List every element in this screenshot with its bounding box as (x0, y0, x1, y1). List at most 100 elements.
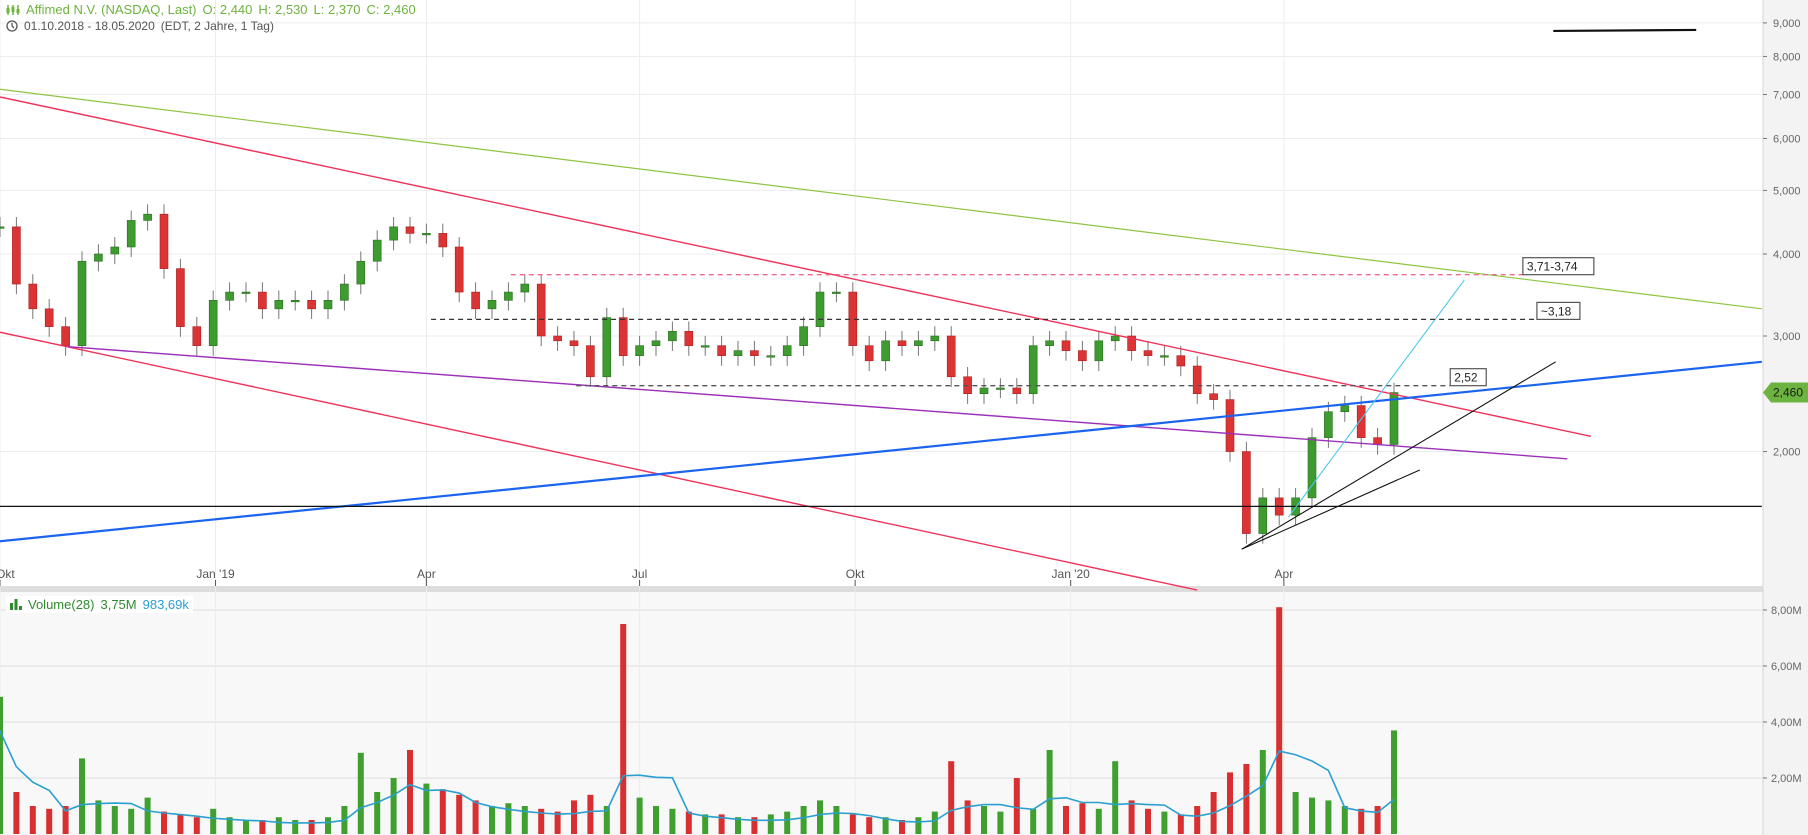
candle-body (651, 340, 661, 346)
candle-body (274, 300, 284, 310)
volume-bar (948, 761, 955, 834)
purple-support-trendline[interactable] (67, 345, 1568, 460)
candle (914, 330, 923, 356)
chart-header: Affimed N.V. (NASDAQ, Last) O: 2,440 H: … (6, 2, 416, 17)
volume-bar (1161, 811, 1168, 834)
volume-bar (1358, 808, 1365, 834)
candle-body (766, 355, 776, 358)
red-lower-channel-trendline[interactable] (0, 331, 1198, 591)
volume-bar (964, 800, 971, 834)
candle-body (1160, 355, 1169, 358)
candle (651, 330, 661, 356)
candle (241, 282, 251, 303)
panel-divider[interactable] (0, 586, 1763, 592)
candle (536, 274, 546, 347)
volume-bar (718, 814, 725, 834)
candle-body (684, 330, 694, 346)
red-upper-channel-trendline[interactable] (0, 96, 1591, 437)
date-range[interactable]: 01.10.2018 - 18.05.2020 (24, 19, 155, 33)
candle (143, 204, 152, 231)
candle (356, 251, 366, 295)
candle-body (356, 260, 366, 285)
last-price-badge (1763, 382, 1808, 403)
candle (1045, 330, 1054, 356)
candle-body (340, 283, 349, 301)
candle-body (1045, 340, 1054, 346)
black-rising-1-trendline[interactable] (1241, 361, 1556, 550)
price-tick-label: 3,000 (1773, 331, 1801, 343)
instrument-title[interactable]: Affimed N.V. (NASDAQ, Last) (26, 2, 197, 17)
candle-body (930, 335, 940, 342)
candle (1307, 427, 1317, 509)
volume-bar (144, 797, 151, 834)
candle-body (241, 291, 251, 294)
price-axis[interactable] (1763, 0, 1808, 835)
candle (110, 237, 120, 265)
candle-body (733, 350, 743, 356)
candle (225, 282, 234, 311)
volume-bar (177, 814, 184, 834)
candle-body (586, 345, 595, 378)
candle (881, 330, 890, 371)
price-tick-label: 2,000 (1773, 447, 1801, 459)
volume-bar (571, 800, 577, 834)
candle-body (1389, 392, 1399, 445)
green-downtrend-trendline[interactable] (0, 88, 1762, 310)
time-tick-label: Jan '20 (1052, 567, 1091, 581)
volume-bar (735, 817, 741, 834)
chart-subheader: 01.10.2018 - 18.05.2020 (EDT, 2 Jahre, 1… (6, 19, 274, 33)
volume-bar (1374, 806, 1381, 834)
candle (487, 290, 497, 319)
volume-bar (997, 811, 1004, 834)
candle (750, 340, 759, 366)
candlestick-icon (6, 4, 20, 15)
candle-body (28, 283, 38, 310)
volume-bar (1046, 750, 1053, 834)
candle (1160, 345, 1169, 366)
volume-bar (456, 794, 463, 834)
candle-body (782, 345, 792, 356)
candle (864, 335, 874, 371)
volume-bar (849, 814, 856, 834)
volume-label[interactable]: Volume(28) (28, 597, 95, 612)
blue-uptrend-trendline[interactable] (0, 360, 1762, 543)
candle-body (1373, 437, 1382, 445)
volume-bars-icon (10, 599, 22, 610)
candle (438, 223, 448, 258)
candle (77, 251, 87, 356)
volume-bar (915, 817, 922, 834)
candle-body (979, 387, 989, 395)
candle (782, 335, 792, 366)
candle-body (438, 233, 448, 248)
price-tick-label: 4,000 (1773, 249, 1801, 261)
candle-body (864, 345, 874, 362)
volume-value: 3,75M (100, 597, 137, 612)
volume-bar (603, 806, 610, 834)
black-top-line-trendline[interactable] (1553, 28, 1697, 33)
volume-tick-label: 6,00M (1771, 661, 1802, 673)
candle (422, 223, 431, 244)
candle (389, 217, 398, 251)
volume-bar (817, 800, 823, 834)
volume-bar (1128, 800, 1135, 834)
time-tick-label: Jan '19 (196, 567, 235, 581)
candle-body (1340, 405, 1350, 413)
volume-bar (13, 792, 20, 834)
price-panel-background (0, 0, 1763, 588)
volume-bar (79, 758, 85, 834)
candle-body (208, 300, 218, 346)
candle-body (1028, 345, 1038, 395)
candle-body (504, 291, 513, 301)
volume-panel-background (0, 592, 1763, 835)
candle (1192, 356, 1202, 404)
candle-body (815, 291, 825, 327)
candle (274, 290, 284, 319)
candle (946, 326, 956, 387)
candle-body (159, 213, 169, 269)
candle (520, 274, 530, 303)
black-rising-2-trendline[interactable] (1241, 469, 1420, 550)
price-tick-label: 9,000 (1773, 18, 1801, 30)
candle (684, 321, 694, 356)
candle-body (569, 340, 579, 346)
